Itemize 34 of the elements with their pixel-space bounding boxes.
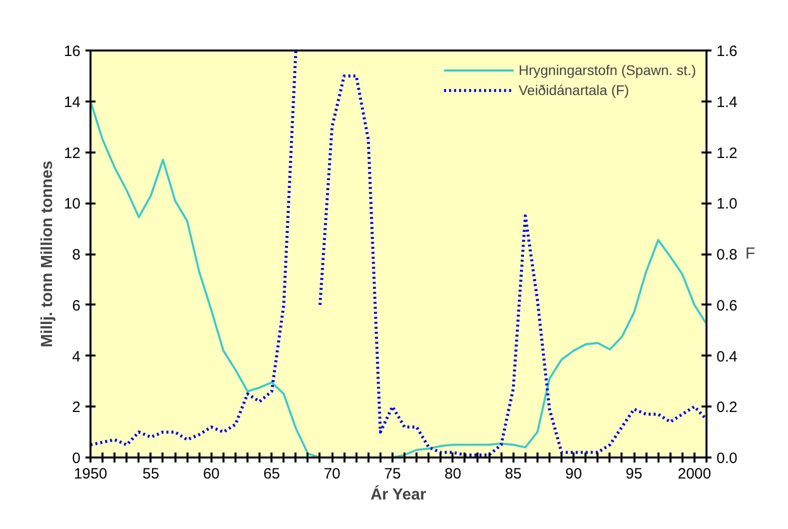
y2-tick-label: 1.4: [716, 94, 738, 111]
y2-tick-label: 1.6: [716, 43, 738, 60]
y-tick-label: 6: [72, 297, 80, 314]
y-tick-label: 2: [72, 399, 80, 416]
y-tick-label: 0: [72, 450, 80, 467]
x-tick-label: 85: [504, 466, 522, 482]
y2-tick-label: 0.8: [716, 246, 738, 264]
x-tick-label: 60: [202, 466, 220, 482]
x-tick-label: 95: [626, 466, 642, 482]
x-axis-title: Ár Year: [370, 484, 426, 504]
x-tick-label: 55: [142, 466, 160, 482]
y2-tick-label: 0.4: [716, 348, 738, 366]
y-tick-label: 14: [64, 94, 81, 111]
x-tick-label: 90: [565, 466, 582, 482]
x-tick-label: 70: [324, 466, 340, 482]
y-tick-label: 10: [64, 196, 81, 213]
x-tick-label: 80: [444, 466, 462, 482]
y-tick-label: 8: [72, 246, 80, 264]
y2-tick-label: 1.0: [716, 196, 738, 213]
x-tick-label: 75: [384, 466, 401, 482]
y2-tick-label: 0.2: [716, 399, 738, 416]
y-tick-label: 4: [72, 348, 80, 366]
y-axis-title: Millj. tonn Million tonnes: [38, 160, 56, 348]
x-tick-label: 65: [263, 466, 280, 482]
x-tick-label: 1950: [74, 466, 108, 482]
y2-tick-label: 1.2: [716, 144, 738, 162]
y2-axis-title: F: [745, 246, 756, 262]
legend-label: Veiðidánartala (F): [518, 82, 630, 98]
y2-tick-label: 0.6: [716, 297, 738, 314]
legend-label: Hrygningarstofn (Spawn. st.): [518, 62, 696, 78]
y-tick-label: 16: [64, 43, 81, 60]
x-tick-label: 2000: [678, 466, 712, 482]
y-tick-label: 12: [64, 144, 81, 162]
y2-tick-label: 0.0: [716, 450, 738, 467]
